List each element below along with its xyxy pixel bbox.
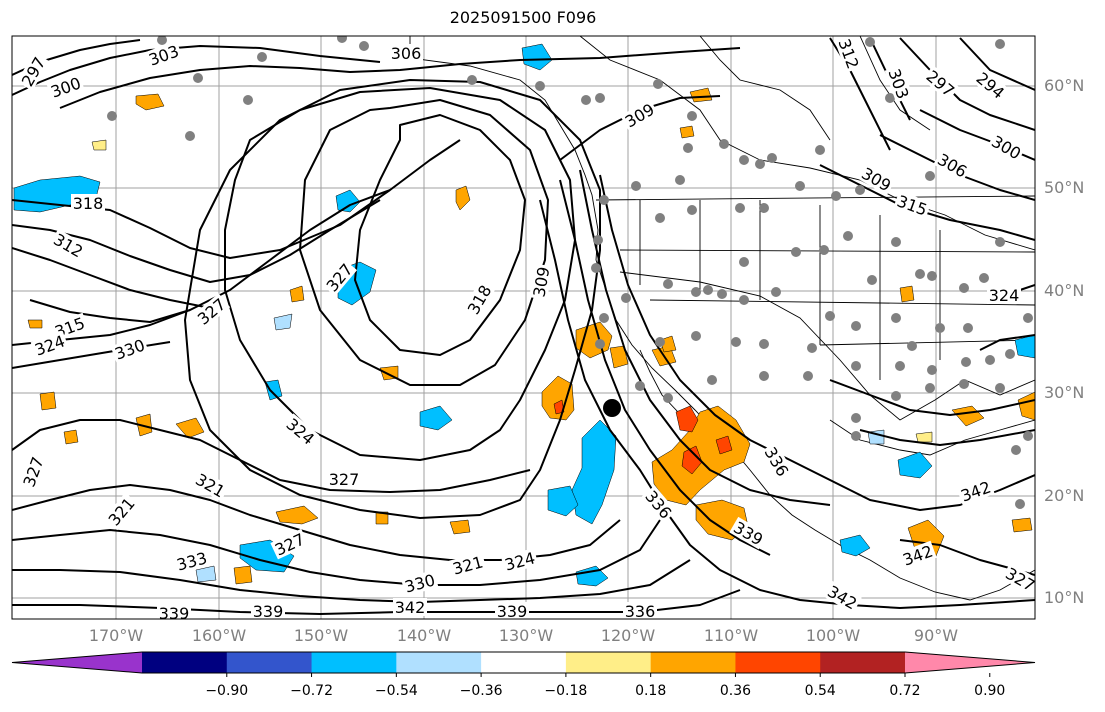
contour-label-bg [49, 228, 88, 262]
contour-label-bg [987, 130, 1026, 164]
lon-label: 110°W [703, 626, 759, 645]
contour-label-bg [987, 286, 1021, 304]
contour-label: 339 [253, 602, 284, 621]
contour-label-bg [834, 36, 864, 73]
colorbar-segment [311, 652, 397, 673]
colorbar-segment [565, 652, 652, 673]
lat-label: 20°N [1044, 486, 1085, 505]
contour-label: 306 [391, 44, 422, 63]
lat-label: 10°N [1044, 588, 1085, 607]
colorbar-outline [11, 651, 1036, 674]
contour-label-bg [327, 470, 361, 488]
colorbar-tick-label: 0.72 [889, 683, 921, 699]
contour-label-bg [620, 98, 659, 132]
contour-label: 336 [625, 602, 656, 621]
colorbar-segment [735, 652, 821, 673]
lat-label: 30°N [1044, 383, 1085, 402]
contour-label-bg [110, 334, 149, 364]
station-markers [107, 36, 1033, 509]
contour-label-bg [500, 547, 539, 575]
colorbar-segment [142, 652, 228, 673]
colorbar-tick-label: −0.54 [374, 683, 418, 699]
lon-label: 170°W [88, 626, 144, 645]
colorbar-tick-label: 0.36 [719, 683, 752, 699]
lon-label: 150°W [293, 626, 349, 645]
contour-label-bg [933, 148, 972, 182]
contour-label-bg [172, 547, 211, 575]
map-frame [11, 35, 1036, 620]
contour-label-bg [321, 258, 358, 297]
colorbar-segment [481, 652, 567, 673]
contour-label-bg [18, 452, 48, 491]
contour-label-bg [281, 413, 320, 450]
contour-label-bg [46, 72, 85, 102]
contour-label-bg [144, 40, 183, 70]
contour-label-bg [898, 540, 937, 570]
contour-label-bg [884, 64, 914, 103]
contour-label-bg [393, 598, 427, 616]
lon-label: 140°W [396, 626, 452, 645]
contour-label-bg [191, 468, 230, 502]
colorbar-segment [650, 652, 736, 673]
storm-center-marker [603, 399, 621, 417]
contour-label-bg [157, 604, 191, 619]
contour-label-bg [529, 263, 553, 301]
colorbar-segment [226, 652, 313, 673]
map-title: 2025091500 F096 [449, 8, 597, 27]
contour-label-bg [623, 602, 657, 619]
contour-label-bg [270, 528, 309, 560]
colorbar-extend-max [905, 652, 1035, 673]
contour-label-bg [893, 190, 932, 220]
lat-label: 60°N [1044, 76, 1085, 95]
lon-label: 90°W [913, 626, 959, 645]
contour-label-bg [71, 194, 105, 212]
lon-label: 120°W [600, 626, 656, 645]
colorbar-tick-label: −0.36 [459, 683, 503, 699]
lon-label: 130°W [498, 626, 554, 645]
contour-label: 339 [497, 602, 528, 621]
contour-label-bg [823, 580, 862, 614]
contour-label-bg [192, 293, 231, 330]
contour-label-bg [956, 476, 995, 506]
contour-label-bg [1001, 562, 1035, 596]
lon-label: 160°W [191, 626, 247, 645]
contour-label: 318 [73, 194, 104, 213]
contour-label-bg [16, 52, 50, 91]
contour-label-bg [251, 602, 285, 619]
colorbar-tick-label: −0.18 [544, 683, 588, 699]
contour-label-bg [729, 516, 768, 550]
map-background [12, 36, 1035, 619]
contour-label: 342 [395, 598, 426, 617]
contour-label: 327 [329, 470, 360, 489]
colorbar-segment [396, 652, 482, 673]
contour-label-bg [103, 492, 140, 531]
contour-label-bg [495, 602, 529, 619]
colorbar-segment [820, 652, 906, 673]
contour-label-bg [400, 569, 439, 597]
contour-label-bg [971, 67, 1010, 104]
contour-label-bg [30, 330, 69, 360]
contour-label: 324 [989, 286, 1020, 305]
colorbar-tick-label: −0.72 [290, 683, 333, 699]
lon-label: 100°W [805, 626, 861, 645]
lat-label: 50°N [1044, 178, 1085, 197]
lat-label: 40°N [1044, 281, 1085, 300]
colorbar-extend-min [12, 652, 142, 673]
contour-label-bg [921, 65, 960, 102]
colorbar-tick-label: 0.54 [804, 683, 836, 699]
contour-label-bg [640, 485, 677, 524]
contour-label-bg [448, 551, 487, 579]
colorbar-tick-label: 0.90 [974, 683, 1006, 699]
contour-label-bg [462, 280, 496, 319]
contour-label: 339 [159, 604, 190, 623]
contour-label-bg [857, 162, 896, 196]
colorbar-tick-label: −0.90 [205, 683, 249, 699]
colorbar [11, 651, 1036, 677]
colorbar-tick-label: 0.18 [635, 683, 667, 699]
contour-label-bg [760, 442, 794, 481]
contour-label-bg [389, 44, 423, 62]
